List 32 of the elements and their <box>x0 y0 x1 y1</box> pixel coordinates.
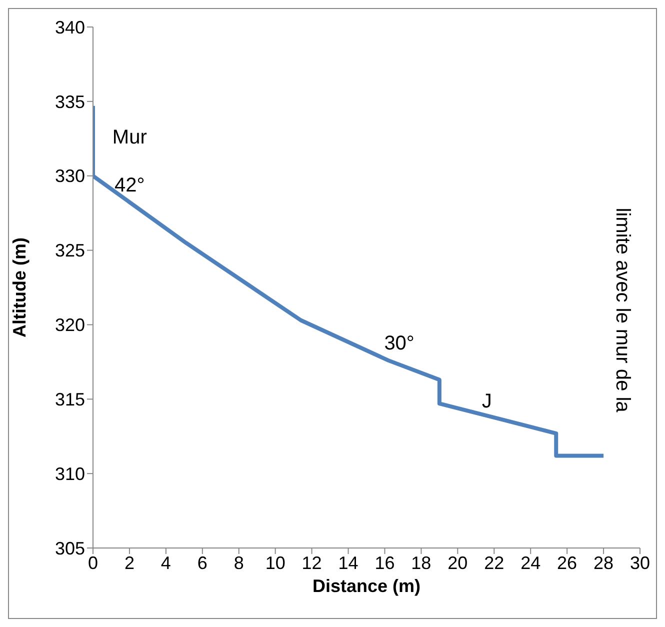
x-tick-label: 22 <box>484 552 504 573</box>
x-tick-label: 12 <box>302 552 322 573</box>
y-tick-label: 325 <box>54 240 85 261</box>
annotation: J <box>482 390 492 414</box>
x-tick-label: 0 <box>88 552 98 573</box>
x-tick-label: 10 <box>265 552 286 573</box>
annotation: Mur <box>112 126 147 150</box>
y-axis-title: Altitude (m) <box>9 238 30 338</box>
x-tick-label: 26 <box>557 552 578 573</box>
x-tick-label: 6 <box>197 552 208 573</box>
x-axis-title: Distance (m) <box>312 576 421 596</box>
annotation: 30° <box>384 332 414 356</box>
x-tick-label: 8 <box>234 552 244 573</box>
y-tick-label: 305 <box>54 538 85 558</box>
x-tick-label: 18 <box>411 552 432 573</box>
y-tick-label: 330 <box>54 166 85 186</box>
y-tick-label: 315 <box>54 390 85 410</box>
x-tick-label: 20 <box>448 552 468 573</box>
x-tick-label: 2 <box>124 552 134 573</box>
x-tick-label: 24 <box>520 552 541 573</box>
line-series <box>93 104 606 458</box>
x-tick-label: 28 <box>594 552 614 573</box>
x-tick-label: 30 <box>630 552 650 573</box>
y-tick-label: 320 <box>54 315 85 336</box>
x-tick-label: 4 <box>160 552 171 573</box>
annotation: limite avec le mur de la <box>610 208 634 412</box>
x-tick-label: 14 <box>338 552 358 573</box>
y-tick-label: 340 <box>54 17 85 38</box>
x-tick-label: 16 <box>374 552 395 573</box>
y-tick-label: 335 <box>54 92 85 112</box>
annotation: 42° <box>114 174 145 198</box>
y-tick-label: 310 <box>54 464 85 484</box>
